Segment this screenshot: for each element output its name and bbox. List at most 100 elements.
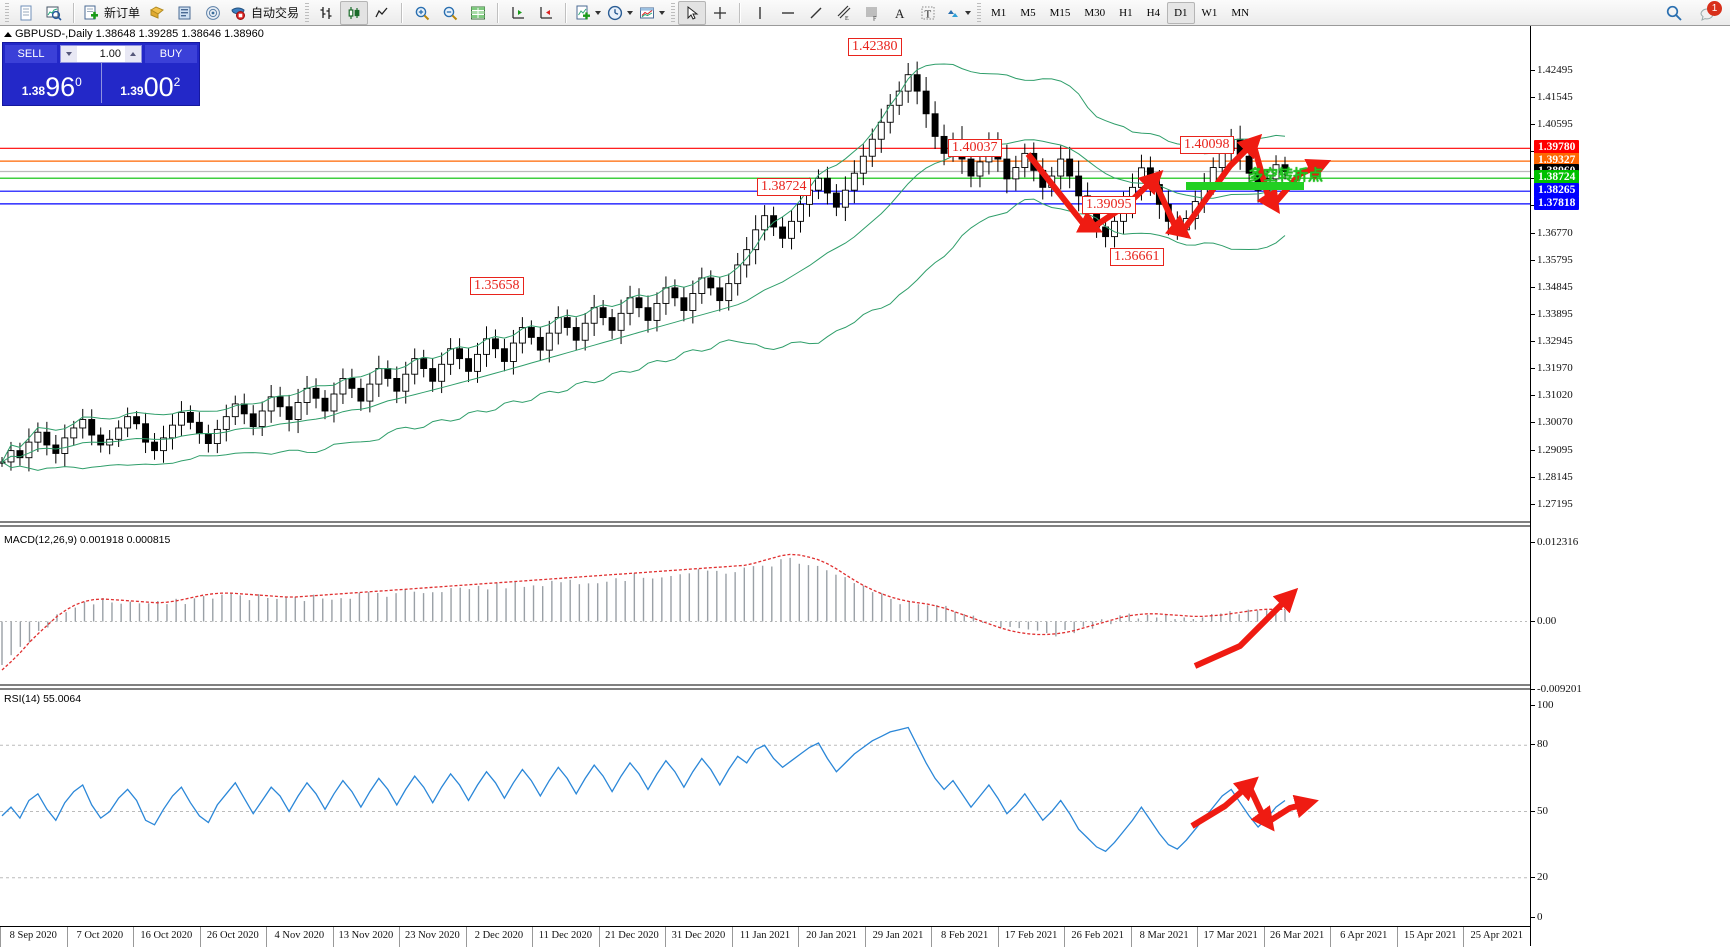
toolbar-grip[interactable] — [5, 2, 9, 23]
price-tick: 1.27195 — [1531, 497, 1573, 510]
time-axis[interactable]: 8 Sep 2020 7 Oct 2020 16 Oct 2020 26 Oct 20… — [0, 926, 1530, 947]
time-tick: 8 Feb 2021 — [940, 930, 989, 941]
price-level-label[interactable]: 1.38265 — [1534, 183, 1580, 198]
vertical-line-icon[interactable] — [746, 1, 774, 25]
text-label-icon[interactable]: T — [914, 1, 942, 25]
collapse-triangle-icon[interactable] — [4, 32, 12, 37]
toolbar-grip-4[interactable] — [977, 2, 982, 23]
price-tag-1.40098[interactable]: 1.40098 — [1180, 136, 1234, 154]
price-tick: 1.31970 — [1531, 362, 1573, 375]
candlestick-chart-icon[interactable] — [340, 0, 369, 25]
chevron-down-icon[interactable] — [595, 10, 602, 15]
profiles-icon[interactable] — [40, 1, 68, 25]
sell-price-display[interactable]: 1.38 96 0 — [3, 63, 102, 103]
macd-tick: -0.009201 — [1531, 683, 1582, 695]
shapes-icon[interactable] — [942, 1, 974, 25]
timeframe-m1[interactable]: M1 — [991, 6, 1007, 19]
auto-scroll-icon[interactable] — [504, 1, 532, 25]
timeframe-m15[interactable]: M15 — [1049, 6, 1071, 19]
sell-price-sup: 0 — [75, 75, 82, 89]
price-tick: 1.41545 — [1531, 91, 1573, 104]
time-tick: 16 Oct 2020 — [140, 930, 193, 941]
time-axis-separator — [1330, 927, 1332, 947]
time-axis-separator — [0, 927, 1, 947]
price-tag-1.40037[interactable]: 1.40037 — [948, 139, 1002, 157]
templates-icon[interactable] — [636, 1, 668, 25]
time-tick: 31 Dec 2020 — [671, 930, 726, 941]
timeframe-m30[interactable]: M30 — [1084, 6, 1106, 19]
crosshair-icon[interactable] — [706, 1, 734, 25]
rsi-tick: 20 — [1531, 870, 1548, 883]
autotrading-button[interactable]: 自动交易 — [227, 1, 302, 25]
timeframe-m5[interactable]: M5 — [1020, 6, 1036, 19]
price-level-label[interactable]: 1.39780 — [1534, 140, 1580, 155]
price-tag-1.35658[interactable]: 1.35658 — [470, 277, 524, 295]
equidistant-channel-icon[interactable]: E — [830, 1, 858, 25]
chart-shift-icon[interactable] — [532, 1, 560, 25]
zoom-in-icon[interactable] — [408, 1, 436, 25]
macd-tick: 0.012316 — [1530, 536, 1579, 548]
toolbar-separator — [73, 2, 75, 23]
chevron-down-icon-2[interactable] — [627, 10, 634, 15]
new-chart-icon[interactable] — [12, 1, 40, 25]
macd-tick: 0.00 — [1530, 614, 1557, 627]
price-tick: 1.36770 — [1531, 226, 1573, 239]
toolbar-grip-3[interactable] — [671, 2, 676, 23]
time-tick: 17 Mar 2021 — [1203, 930, 1258, 941]
expert-advisors-icon[interactable] — [171, 1, 199, 25]
timeframe-mn[interactable]: MN — [1231, 6, 1250, 19]
price-tag-1.39095[interactable]: 1.39095 — [1082, 196, 1136, 214]
volume-decrease-icon[interactable] — [61, 46, 77, 62]
trendline-icon[interactable] — [802, 1, 830, 25]
new-order-label: 新订单 — [104, 6, 141, 20]
signals-icon[interactable] — [199, 1, 227, 25]
timeframe-w1[interactable]: W1 — [1201, 6, 1218, 19]
chevron-down-icon-4[interactable] — [965, 10, 972, 15]
bar-chart-icon[interactable] — [312, 1, 340, 25]
toolbar-grip-2[interactable] — [305, 2, 310, 23]
timeframe-bar: M1 M5 M15 M30 H1 H4 D1 W1 MN — [984, 1, 1256, 24]
periods-icon[interactable] — [604, 1, 636, 25]
volume-input[interactable]: 1.00 — [99, 48, 121, 60]
timeframe-h1[interactable]: H1 — [1119, 6, 1133, 19]
notifications-icon[interactable]: 1 — [1694, 0, 1722, 25]
data-window-icon[interactable] — [464, 1, 492, 25]
rsi-tick: 50 — [1531, 804, 1548, 817]
one-click-trading-panel[interactable]: SELL 1.00 BUY 1.38 96 0 1.39 00 2 — [2, 42, 200, 106]
indicators-icon[interactable] — [572, 1, 604, 25]
price-tag-1.38724[interactable]: 1.38724 — [757, 178, 811, 196]
chart-plot-area[interactable]: MACD(12,26,9) 0.001918 0.000815 RSI(14) … — [0, 26, 1530, 946]
line-chart-icon[interactable] — [368, 1, 396, 25]
price-tick: 1.34845 — [1531, 281, 1573, 293]
buy-price-big: 00 — [143, 72, 174, 102]
fibonacci-retracement-icon[interactable]: F — [858, 1, 886, 25]
text-icon[interactable]: A — [886, 1, 914, 25]
search-icon[interactable] — [1660, 1, 1688, 25]
main-toolbar: 新订单 自动交易 — [0, 0, 1730, 26]
price-tag-1.42380[interactable]: 1.42380 — [848, 38, 902, 56]
buy-price-display[interactable]: 1.39 00 2 — [102, 63, 200, 103]
chart-window[interactable]: MACD(12,26,9) 0.001918 0.000815 RSI(14) … — [0, 26, 1730, 947]
new-order-button[interactable]: 新订单 — [80, 1, 143, 25]
timeframe-d1[interactable]: D1 — [1167, 1, 1195, 24]
timeframe-h4[interactable]: H4 — [1146, 6, 1161, 19]
buy-button[interactable]: BUY — [145, 45, 197, 63]
chevron-down-icon-3[interactable] — [659, 10, 666, 15]
time-tick: 15 Apr 2021 — [1403, 930, 1457, 941]
horizontal-line-icon[interactable] — [774, 1, 802, 25]
volume-stepper[interactable]: 1.00 — [60, 45, 142, 63]
rsi-tick: 0 — [1531, 911, 1543, 923]
zoom-out-icon[interactable] — [436, 1, 464, 25]
notification-badge: 1 — [1707, 0, 1722, 16]
price-level-label[interactable]: 1.38724 — [1534, 170, 1580, 185]
rsi-tick: 80 — [1531, 738, 1548, 751]
metaeditor-icon[interactable] — [143, 1, 171, 25]
price-tick: 1.29095 — [1531, 443, 1573, 456]
sell-button[interactable]: SELL — [5, 45, 57, 63]
price-tag-1.36661[interactable]: 1.36661 — [1110, 248, 1164, 266]
price-axis[interactable]: 1.424951.415451.405951.396451.386951.377… — [1530, 26, 1730, 946]
volume-increase-icon[interactable] — [125, 46, 141, 62]
price-level-label[interactable]: 1.37818 — [1534, 195, 1580, 210]
time-tick: 8 Mar 2021 — [1139, 930, 1189, 941]
cursor-icon[interactable] — [678, 0, 707, 25]
